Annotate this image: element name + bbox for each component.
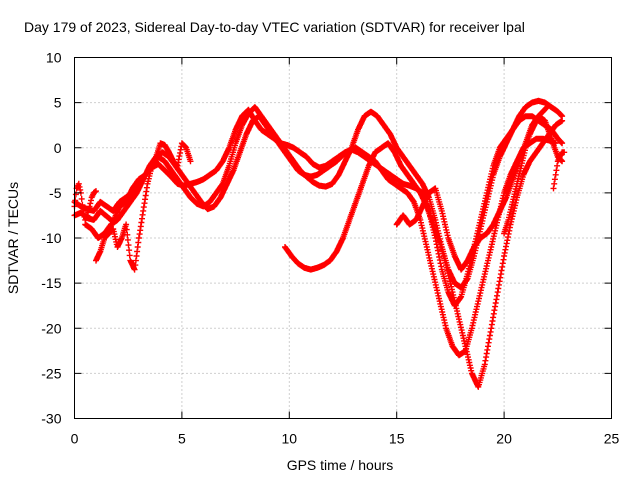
data-points: [71, 97, 568, 390]
x-axis-ticks: 0 5 10 15 20 25: [71, 57, 620, 447]
y-axis-title: SDTVAR / TECUs: [5, 182, 21, 294]
y-tick-label: 10: [46, 50, 62, 66]
series-trace-8: [550, 149, 568, 192]
series-trace-6: [93, 140, 194, 273]
x-axis-title: GPS time / hours: [287, 457, 394, 473]
series-trace-3: [82, 113, 559, 359]
y-tick-label: -30: [41, 411, 61, 427]
marker-path: [501, 104, 551, 237]
y-axis-ticks: -30 -25 -20 -15 -10 -5 0 5 10: [41, 50, 612, 427]
marker-path: [93, 140, 194, 273]
y-tick-label: 0: [54, 140, 62, 156]
y-tick-label: 5: [54, 95, 62, 111]
chart-title: Day 179 of 2023, Sidereal Day-to-day VTE…: [24, 19, 525, 35]
x-tick-label: 25: [604, 431, 620, 447]
y-tick-label: -20: [41, 320, 61, 336]
series-trace-4: [282, 117, 566, 390]
x-tick-label: 15: [389, 431, 405, 447]
y-tick-label: -5: [49, 185, 62, 201]
y-tick-label: -15: [41, 275, 61, 291]
marker-path: [282, 117, 566, 390]
x-tick-label: 10: [282, 431, 298, 447]
y-tick-label: -25: [41, 365, 61, 381]
marker-path: [550, 149, 568, 192]
x-tick-label: 5: [178, 431, 186, 447]
x-tick-label: 20: [496, 431, 512, 447]
marker-path: [82, 113, 559, 359]
y-tick-label: -10: [41, 230, 61, 246]
series-trace-9: [501, 104, 551, 237]
x-tick-label: 0: [71, 431, 79, 447]
